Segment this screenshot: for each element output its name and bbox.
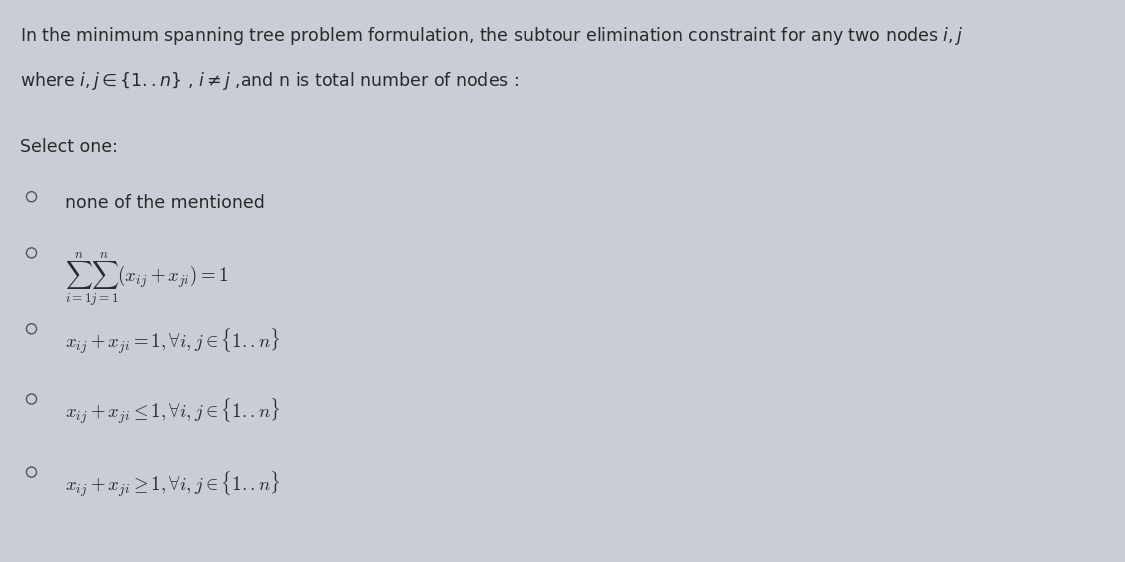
Text: $x_{ij} + x_{ji} \geq 1, \forall i, j \in \{1..n\}$: $x_{ij} + x_{ji} \geq 1, \forall i, j \i… <box>65 469 280 499</box>
Text: where $i, j \in \{1..n\}$ , $i \neq j$ ,and n is total number of nodes :: where $i, j \in \{1..n\}$ , $i \neq j$ ,… <box>20 70 520 92</box>
Text: none of the mentioned: none of the mentioned <box>65 194 266 212</box>
Text: $x_{ij} + x_{ji} \leq 1, \forall i, j \in \{1..n\}$: $x_{ij} + x_{ji} \leq 1, \forall i, j \i… <box>65 396 280 426</box>
Text: $x_{ij} + x_{ji} = 1, \forall i, j \in \{1..n\}$: $x_{ij} + x_{ji} = 1, \forall i, j \in \… <box>65 326 280 356</box>
Text: $\sum_{i=1}^{n}\sum_{j=1}^{n}(x_{ij} + x_{ji}) = 1$: $\sum_{i=1}^{n}\sum_{j=1}^{n}(x_{ij} + x… <box>65 250 228 309</box>
Text: In the minimum spanning tree problem formulation, the subtour elimination constr: In the minimum spanning tree problem for… <box>20 25 964 47</box>
Text: Select one:: Select one: <box>20 138 118 156</box>
